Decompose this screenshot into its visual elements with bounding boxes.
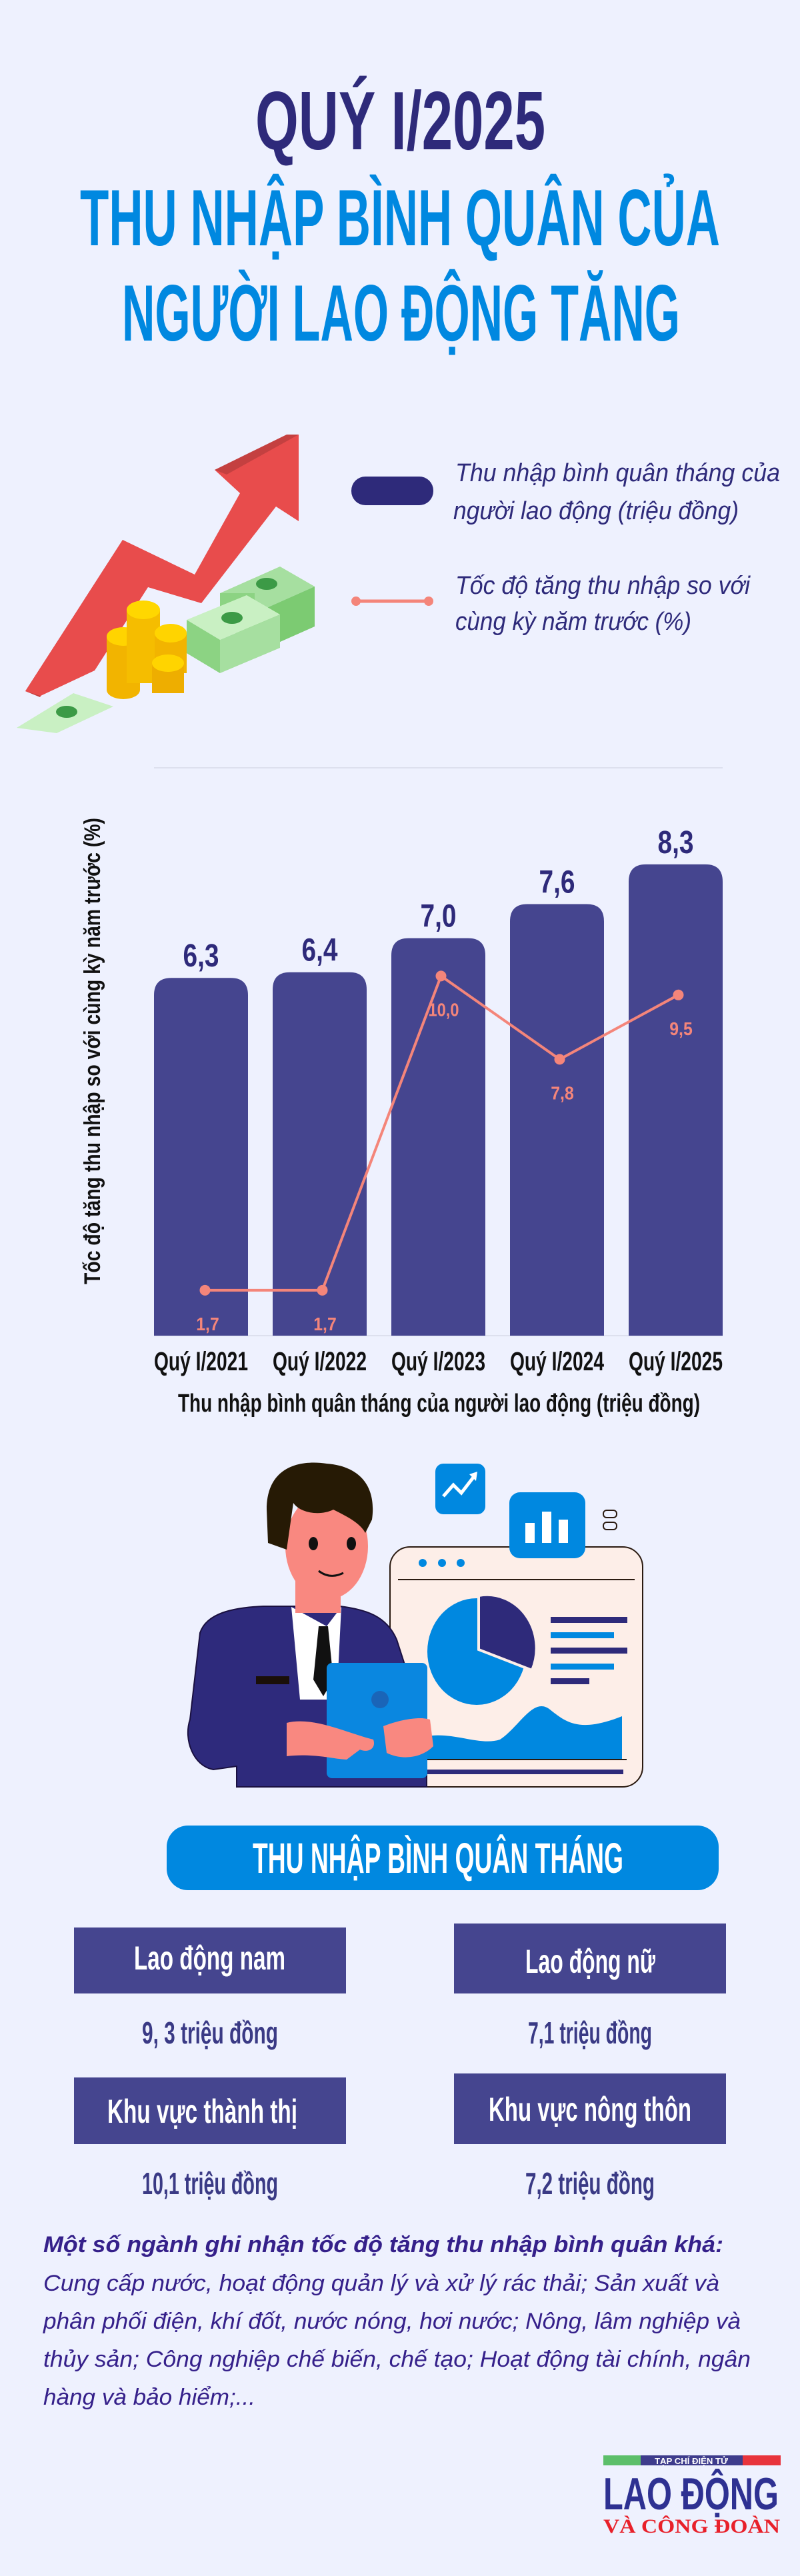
- category-label: Quý I/2024: [510, 1347, 605, 1376]
- area-chart-icon: [423, 1706, 622, 1760]
- card-male-workers: [74, 1928, 346, 1993]
- note-line: thủy sản; Công nghiệp chế biến, chế tạo;…: [43, 2347, 751, 2372]
- title-line-2: THU NHẬP BÌNH QUÂN CỦA: [80, 173, 720, 263]
- card-female-workers: [454, 1924, 726, 1993]
- legend-line-dot: [351, 597, 361, 606]
- title-period: QUÝ I/2025: [255, 75, 545, 167]
- category-label: Quý I/2023: [391, 1347, 485, 1376]
- bar: [154, 978, 248, 1336]
- line-value-label: 1,7: [313, 1314, 337, 1334]
- x-axis-label: Thu nhập bình quân tháng của người lao đ…: [178, 1390, 700, 1418]
- line-value-label: 9,5: [669, 1018, 693, 1039]
- growth-arrow-icon: [25, 435, 299, 696]
- businessman-dashboard-illustration: [187, 1462, 643, 1788]
- logo-subname: VÀ CÔNG ĐOÀN: [603, 2515, 780, 2537]
- card-label: Khu vực thành thị: [107, 2093, 297, 2130]
- line-point: [435, 970, 447, 982]
- bar: [510, 904, 604, 1336]
- legend-line-dot: [424, 597, 433, 606]
- note-paragraph: Một số ngành ghi nhận tốc độ tăng thu nh…: [43, 2232, 751, 2410]
- bar-value-label: 7,6: [539, 864, 575, 900]
- line-point: [199, 1284, 211, 1296]
- coins-icon: [107, 601, 187, 699]
- line-point: [673, 989, 684, 1000]
- card-label: Lao động nam: [134, 1939, 285, 1977]
- bar-value-label: 7,0: [421, 899, 457, 934]
- bar-value-label: 6,3: [183, 938, 219, 974]
- legend-bar-swatch: [351, 477, 433, 505]
- growth-arrow-money-illustration: [17, 435, 315, 733]
- note-line: phân phối điện, khí đốt, nước nóng, hơi …: [43, 2309, 741, 2334]
- arrow-head-shadow: [215, 435, 299, 475]
- line-value-label: 7,8: [551, 1082, 574, 1103]
- note-line: hàng và bảo hiểm;...: [43, 2385, 255, 2410]
- legend-bar-label-1: Thu nhập bình quân tháng của: [455, 459, 780, 487]
- note-heading: Một số ngành ghi nhận tốc độ tăng thu nh…: [43, 2232, 723, 2257]
- card-value: 7,2 triệu đồng: [525, 2166, 655, 2201]
- header: QUÝ I/2025 THU NHẬP BÌNH QUÂN CỦA NGƯỜI …: [80, 75, 720, 358]
- summary-section: THU NHẬP BÌNH QUÂN THÁNG Lao động nam 9,…: [74, 1826, 726, 2201]
- bar: [273, 972, 367, 1336]
- money-stack-icon: [187, 567, 315, 673]
- card-label: Khu vực nông thôn: [489, 2091, 691, 2128]
- legend-line-label-1: Tốc độ tăng thu nhập so với: [455, 572, 751, 600]
- chart: 6,3 6,4 7,0 7,6 8,3 1,7 1,7 10,0 7,8 9,5 Quý I/2…: [80, 767, 723, 1418]
- legend-bar-label-2: người lao động (triệu đồng): [453, 497, 739, 525]
- category-label: Quý I/2025: [629, 1347, 723, 1376]
- card-urban: [74, 2077, 346, 2144]
- category-label: Quý I/2021: [154, 1347, 248, 1376]
- banknote-icon: [17, 693, 113, 733]
- line-value-label: 1,7: [196, 1314, 219, 1334]
- legend-line-label-2: cùng kỳ năm trước (%): [455, 608, 691, 636]
- bar: [629, 864, 723, 1336]
- category-label: Quý I/2022: [273, 1347, 367, 1376]
- bar-chart-icon: [509, 1492, 585, 1558]
- pie-chart-icon: [427, 1593, 538, 1705]
- title-line-3: NGƯỜI LAO ĐỘNG TĂNG: [122, 269, 680, 358]
- logo-name: LAO ĐỘNG: [603, 2468, 779, 2519]
- card-value: 7,1 triệu đồng: [528, 2015, 652, 2050]
- bar-value-label: 6,4: [302, 933, 338, 968]
- trend-up-icon: [435, 1464, 485, 1514]
- line-series: 1,7 1,7 10,0 7,8 9,5: [196, 970, 693, 1334]
- bar: [391, 938, 485, 1336]
- businessman-icon: [187, 1462, 433, 1788]
- logo-tagline: TẠP CHÍ ĐIỆN TỬ: [655, 2456, 728, 2466]
- card-value: 9, 3 triệu đồng: [142, 2015, 278, 2050]
- y-axis-label: Tốc độ tăng thu nhập so với cùng kỳ năm …: [80, 818, 105, 1284]
- line-point: [554, 1054, 565, 1065]
- category-labels: Quý I/2021 Quý I/2022 Quý I/2023 Quý I/2024…: [154, 1347, 723, 1376]
- card-rural: [454, 2073, 726, 2144]
- line-value-label: 10,0: [429, 999, 459, 1020]
- legend: Thu nhập bình quân tháng của người lao đ…: [351, 459, 780, 636]
- lao-dong-logo: TẠP CHÍ ĐIỆN TỬ LAO ĐỘNG VÀ CÔNG ĐOÀN: [603, 2455, 781, 2537]
- line-point: [317, 1284, 328, 1296]
- note-line: Cung cấp nước, hoạt động quản lý và xử l…: [43, 2271, 719, 2296]
- bar-value-label: 8,3: [658, 825, 694, 860]
- summary-title: THU NHẬP BÌNH QUÂN THÁNG: [253, 1834, 623, 1882]
- summary-banner: [167, 1826, 719, 1890]
- card-label: Lao động nữ: [525, 1943, 656, 1980]
- card-value: 10,1 triệu đồng: [142, 2166, 278, 2201]
- bar-series: 6,3 6,4 7,0 7,6 8,3: [154, 825, 723, 1336]
